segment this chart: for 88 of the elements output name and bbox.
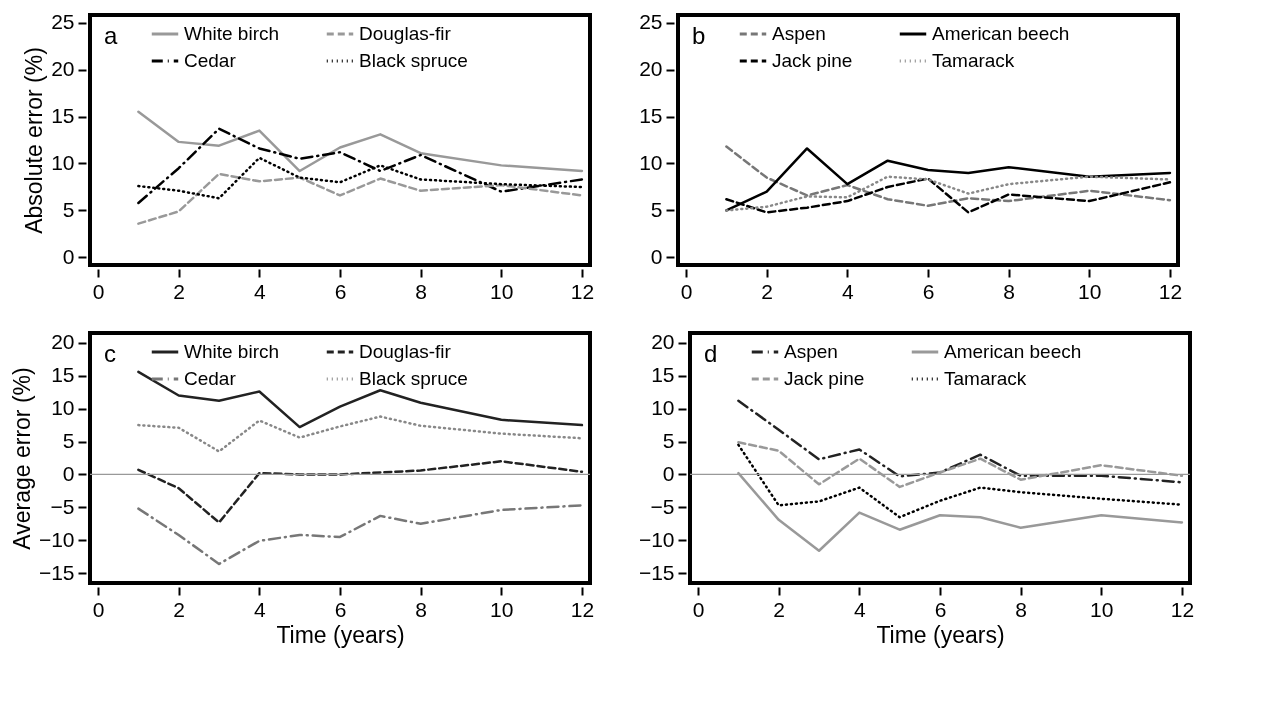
chart-title: b <box>692 22 706 49</box>
y-tick-label: 10 <box>51 151 75 174</box>
x-axis-title: Time (years) <box>276 621 405 648</box>
y-tick-label: 15 <box>51 104 75 127</box>
x-tick-label: 10 <box>490 279 514 303</box>
x-tick-label: 2 <box>773 597 786 621</box>
y-tick-label: 20 <box>51 330 75 354</box>
y-tick-label: 0 <box>62 461 75 485</box>
chart-title: d <box>704 340 718 367</box>
line-series <box>137 370 584 429</box>
y-tick-label: −10 <box>638 527 675 551</box>
y-tick-label: 25 <box>639 10 663 34</box>
x-tick-label: 12 <box>1158 279 1183 303</box>
y-tick-label: 20 <box>651 330 675 354</box>
y-tick-label: 0 <box>662 461 675 485</box>
y-tick-label: 5 <box>662 429 675 453</box>
x-tick-label: 10 <box>1078 279 1102 303</box>
y-tick-label: 5 <box>62 197 75 221</box>
y-tick-label: 15 <box>651 363 675 387</box>
x-tick-label: 0 <box>680 279 693 303</box>
x-tick-label: 6 <box>934 597 947 621</box>
y-tick-label: 10 <box>651 396 675 420</box>
chart-title: a <box>104 22 118 49</box>
x-tick-label: 12 <box>570 279 595 303</box>
legend-label: Tamarack <box>944 368 1027 389</box>
x-tick-label: 6 <box>922 279 935 303</box>
y-tick-label: 15 <box>639 104 663 127</box>
y-axis-title: Average error (%) <box>8 367 35 550</box>
x-tick-label: 10 <box>490 597 514 621</box>
line-series <box>137 127 584 205</box>
y-tick-label: 20 <box>51 57 75 81</box>
x-tick-label: 0 <box>92 597 105 621</box>
x-tick-label: 4 <box>254 279 267 303</box>
legend-label: Aspen <box>784 341 838 362</box>
y-tick-label: 0 <box>62 244 75 268</box>
y-tick-label: −10 <box>38 527 75 551</box>
line-series <box>137 504 584 566</box>
legend-label: White birch <box>184 341 280 362</box>
legend-label: American beech <box>944 341 1082 362</box>
line-series <box>137 110 584 173</box>
legend-label: Black spruce <box>359 368 468 389</box>
legend-label: Douglas-fir <box>359 23 452 44</box>
y-tick-label: 10 <box>639 151 663 174</box>
y-tick-label: 25 <box>51 10 75 34</box>
legend-label: Tamarack <box>932 50 1015 71</box>
x-tick-label: 8 <box>1003 279 1015 303</box>
legend-label: Jack pine <box>784 368 865 389</box>
line-series <box>137 460 584 524</box>
x-tick-label: 4 <box>254 597 267 621</box>
legend-label: Black spruce <box>359 50 468 71</box>
x-tick-label: 12 <box>1170 597 1195 621</box>
x-tick-label: 8 <box>415 279 427 303</box>
x-tick-label: 2 <box>173 597 186 621</box>
x-axis-title: Time (years) <box>876 621 1005 648</box>
x-tick-label: 6 <box>334 597 347 621</box>
y-tick-label: −5 <box>650 494 675 518</box>
chart-title: c <box>104 340 116 367</box>
x-tick-label: 10 <box>1090 597 1114 621</box>
y-tick-label: 10 <box>51 396 75 420</box>
legend-label: White birch <box>184 23 280 44</box>
legend-label: American beech <box>932 23 1070 44</box>
y-tick-label: −5 <box>50 494 75 518</box>
legend-label: Douglas-fir <box>359 341 452 362</box>
y-tick-label: 15 <box>51 363 75 387</box>
y-tick-label: 5 <box>650 197 663 221</box>
x-tick-label: 4 <box>842 279 855 303</box>
y-tick-label: 5 <box>62 429 75 453</box>
y-tick-label: −15 <box>638 560 675 584</box>
x-tick-label: 2 <box>173 279 186 303</box>
x-tick-label: 8 <box>415 597 427 621</box>
x-tick-label: 4 <box>854 597 867 621</box>
y-axis-title: Absolute error (%) <box>21 47 48 234</box>
line-series <box>137 415 584 453</box>
legend-label: Cedar <box>184 368 237 389</box>
x-tick-label: 6 <box>334 279 347 303</box>
x-tick-label: 2 <box>761 279 774 303</box>
y-tick-label: 0 <box>650 244 663 268</box>
legend-label: Jack pine <box>772 50 853 71</box>
x-tick-label: 0 <box>92 279 105 303</box>
x-tick-label: 12 <box>570 597 595 621</box>
x-tick-label: 8 <box>1015 597 1027 621</box>
legend-label: Cedar <box>184 50 237 71</box>
y-tick-label: −15 <box>38 560 75 584</box>
line-series <box>137 172 584 225</box>
legend-label: Aspen <box>772 23 826 44</box>
line-series <box>737 399 1184 484</box>
x-tick-label: 0 <box>692 597 705 621</box>
y-tick-label: 20 <box>639 57 663 81</box>
